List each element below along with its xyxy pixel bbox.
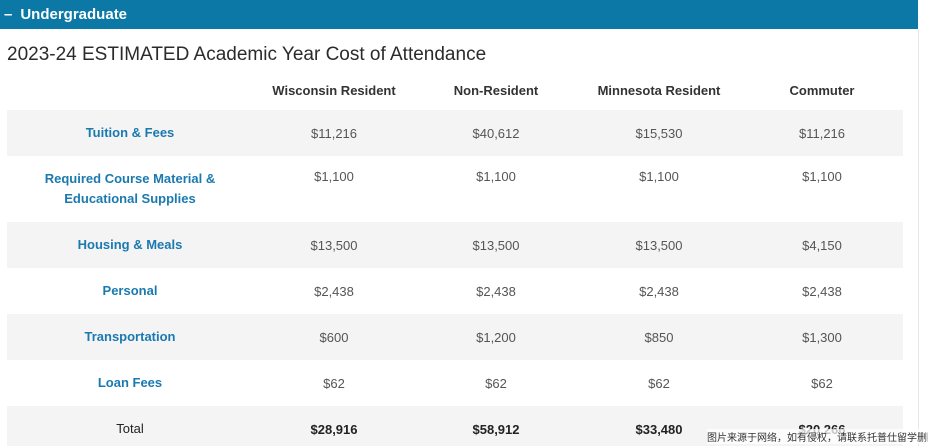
- cell-value: $1,100: [639, 169, 679, 184]
- cell-value: $4,150: [741, 222, 903, 268]
- cell-value: $62: [811, 375, 833, 391]
- table-row: Transportation $600 $1,200 $850 $1,300: [7, 314, 903, 360]
- content-border: [918, 29, 919, 446]
- cell-value: $15,530: [577, 110, 741, 156]
- row-label-transportation: Transportation: [7, 314, 253, 360]
- table-row: Housing & Meals $13,500 $13,500 $13,500 …: [7, 222, 903, 268]
- cell-value: $850: [577, 314, 741, 360]
- collapse-toggle-icon[interactable]: –: [4, 6, 13, 23]
- cell-value: $62: [648, 375, 670, 391]
- column-header-commuter: Commuter: [789, 82, 855, 98]
- column-header-wisconsin-resident: Wisconsin Resident: [272, 82, 396, 98]
- cell-value: $40,612: [415, 110, 577, 156]
- table-header-row: Wisconsin Resident Non-Resident Minnesot…: [7, 70, 903, 110]
- header-empty: [7, 70, 253, 110]
- cell-value: $2,438: [639, 283, 679, 299]
- cell-value: $1,100: [476, 169, 516, 184]
- cell-value: $13,500: [253, 222, 415, 268]
- column-header-minnesota-resident: Minnesota Resident: [597, 82, 721, 98]
- cell-value: $11,216: [741, 110, 903, 156]
- undergraduate-accordion-header[interactable]: – Undergraduate: [0, 0, 918, 29]
- table-row: Personal $2,438 $2,438 $2,438 $2,438: [7, 268, 903, 314]
- row-label-tuition-fees: Tuition & Fees: [7, 110, 253, 156]
- row-label-loan-fees: Loan Fees: [97, 375, 163, 390]
- cell-value: $62: [323, 375, 345, 391]
- cell-value: $11,216: [253, 110, 415, 156]
- row-label-course-material: Required Course Material & Educational S…: [7, 156, 253, 222]
- cell-value: $13,500: [415, 222, 577, 268]
- row-label-line: Required Course Material &: [44, 171, 216, 186]
- cell-value: $28,916: [253, 406, 415, 446]
- cell-value: $2,438: [802, 283, 842, 299]
- cell-value: $13,500: [577, 222, 741, 268]
- cell-value: $1,100: [802, 169, 842, 184]
- table-row: Loan Fees $62 $62 $62 $62: [7, 360, 903, 406]
- cell-value: $1,200: [415, 314, 577, 360]
- cell-value: $1,100: [314, 169, 354, 184]
- cell-value: $58,912: [415, 406, 577, 446]
- row-label-personal: Personal: [102, 283, 158, 298]
- cost-of-attendance-table: Wisconsin Resident Non-Resident Minnesot…: [7, 70, 903, 446]
- cell-value: $2,438: [314, 283, 354, 299]
- column-header-non-resident: Non-Resident: [453, 82, 539, 98]
- cell-value: $600: [253, 314, 415, 360]
- accordion-label: Undergraduate: [20, 6, 128, 23]
- row-label-housing-meals: Housing & Meals: [7, 222, 253, 268]
- row-label-line: Educational Supplies: [64, 191, 196, 206]
- cell-value: $2,438: [476, 283, 516, 299]
- section-title: 2023-24 ESTIMATED Academic Year Cost of …: [7, 44, 487, 65]
- row-label-total: Total: [7, 406, 253, 446]
- cell-value: $1,300: [741, 314, 903, 360]
- table-row: Required Course Material & Educational S…: [7, 156, 903, 222]
- table-row: Tuition & Fees $11,216 $40,612 $15,530 $…: [7, 110, 903, 156]
- watermark-text: 图片来源于网络，如有侵权，请联系托普仕留学删除: [707, 429, 928, 444]
- cell-value: $62: [485, 375, 507, 391]
